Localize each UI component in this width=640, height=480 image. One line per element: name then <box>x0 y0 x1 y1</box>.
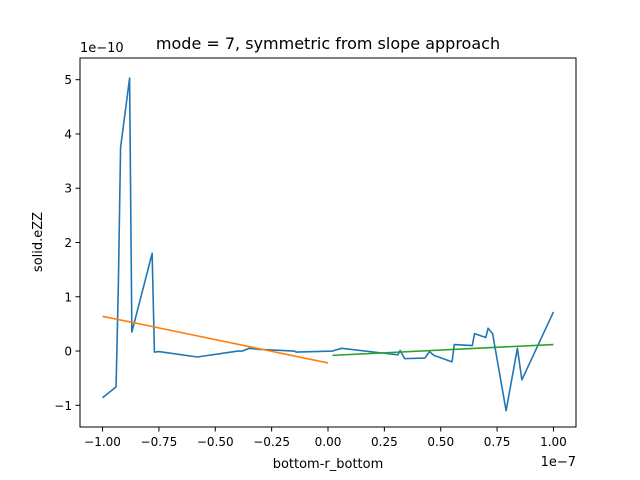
x-axis: −1.00 −0.75 −0.50 −0.25 0.00 0.25 0.50 0.75 1.00 <box>84 427 567 449</box>
x-tick-label: 0.25 <box>371 435 398 449</box>
y-tick-label: 0 <box>64 345 72 359</box>
x-tick-label: −0.25 <box>253 435 290 449</box>
x-axis-label: bottom-r_bottom <box>273 457 384 472</box>
y-tick-label: 5 <box>64 73 72 87</box>
series-line-3 <box>332 343 554 357</box>
series-layer <box>102 77 555 412</box>
x-tick-label: 1.00 <box>540 435 567 449</box>
y-tick-label: 3 <box>64 182 72 196</box>
y-offset-text: 1e−10 <box>80 41 124 56</box>
x-tick-label: −1.00 <box>84 435 121 449</box>
y-axis-label: solid.eZZ <box>31 212 46 272</box>
series-line-2 <box>102 315 329 364</box>
y-tick-label: 2 <box>64 236 72 250</box>
x-tick-label: 0.75 <box>484 435 511 449</box>
x-offset-text: 1e−7 <box>541 455 576 470</box>
x-tick-label: −0.75 <box>141 435 178 449</box>
x-tick-label: 0.00 <box>315 435 342 449</box>
x-tick-label: 0.50 <box>427 435 454 449</box>
y-axis: −1 0 1 2 3 4 5 <box>54 73 80 413</box>
x-tick-label: −0.50 <box>197 435 234 449</box>
y-tick-label: 1 <box>64 290 72 304</box>
series-line-1 <box>102 77 555 412</box>
y-tick-label: 4 <box>64 127 72 141</box>
chart-title: mode = 7, symmetric from slope approach <box>156 34 500 53</box>
y-tick-label: −1 <box>54 399 72 413</box>
